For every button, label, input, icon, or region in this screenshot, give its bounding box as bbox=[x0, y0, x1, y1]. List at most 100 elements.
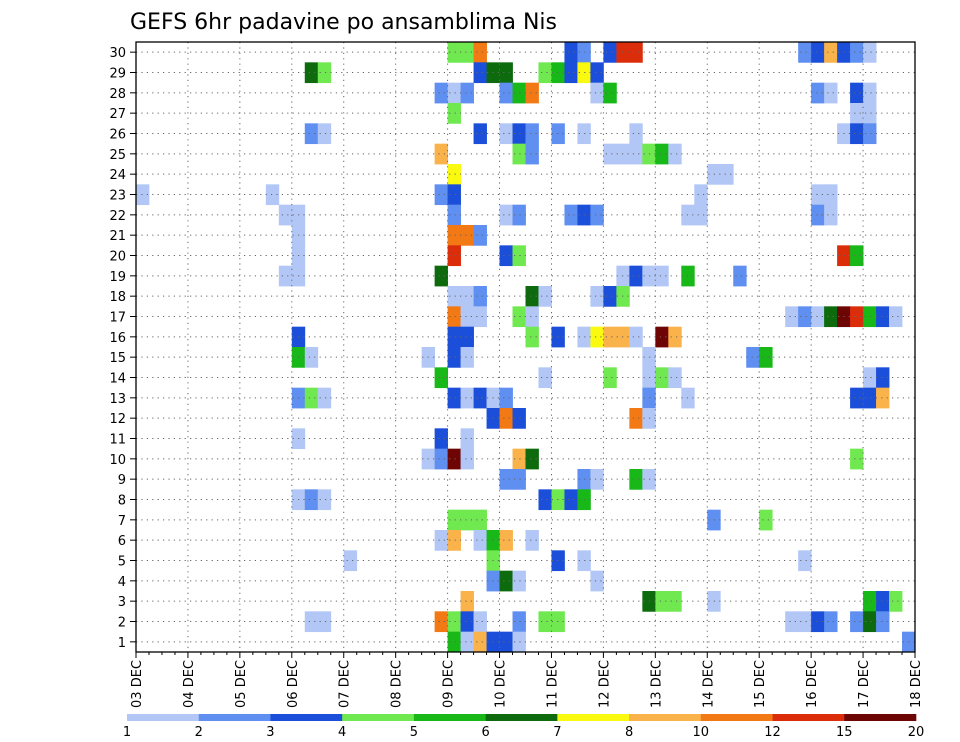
colorbar-label: 7 bbox=[553, 725, 561, 740]
cell-member-18-105 bbox=[538, 286, 552, 307]
cell-member-18-107 bbox=[603, 286, 617, 307]
cell-member-28-24 bbox=[434, 82, 448, 104]
cell-member-28-31 bbox=[603, 82, 617, 104]
cell-member-12-167 bbox=[512, 408, 526, 429]
colorbar-swatch bbox=[844, 714, 917, 721]
y-tick-label: 26 bbox=[109, 128, 126, 143]
y-tick-label: 13 bbox=[109, 392, 126, 407]
y-tick-label: 29 bbox=[109, 67, 126, 82]
y-tick-label: 16 bbox=[109, 331, 126, 346]
y-tick-label: 2 bbox=[118, 616, 126, 631]
cell-member-26-41 bbox=[473, 123, 487, 145]
cell-member-26-44 bbox=[525, 123, 539, 145]
y-tick-label: 28 bbox=[109, 87, 126, 102]
cell-member-3-220 bbox=[863, 591, 877, 612]
colorbar-label: 3 bbox=[266, 725, 274, 740]
cell-member-7-194 bbox=[447, 509, 461, 531]
cell-member-27-36 bbox=[447, 103, 461, 124]
cell-member-2-233 bbox=[798, 611, 812, 633]
cell-member-18-101 bbox=[447, 286, 461, 307]
cell-member-28-32 bbox=[811, 82, 825, 104]
cell-member-2-224 bbox=[317, 611, 332, 633]
cell-member-22-70 bbox=[278, 204, 293, 226]
chart-title: GEFS 6hr padavine po ansamblima Nis bbox=[130, 10, 557, 35]
cell-member-2-234 bbox=[811, 611, 825, 633]
cell-member-16-133 bbox=[655, 326, 669, 348]
cell-member-8-189 bbox=[317, 489, 332, 511]
cell-member-29-18 bbox=[499, 62, 513, 84]
cell-member-29-19 bbox=[538, 62, 552, 84]
colorbar-swatch bbox=[700, 714, 773, 721]
colorbar-label: 20 bbox=[908, 725, 925, 740]
x-tick-label: 17 DEC bbox=[857, 660, 872, 708]
cell-member-1-243 bbox=[499, 631, 513, 653]
cell-member-26-50 bbox=[863, 123, 877, 145]
cell-member-3-221 bbox=[876, 591, 890, 612]
cell-member-1-239 bbox=[447, 631, 461, 653]
cell-member-13-153 bbox=[304, 387, 319, 409]
cell-member-22-81 bbox=[824, 204, 838, 226]
cell-member-22-76 bbox=[577, 204, 591, 226]
cell-member-26-49 bbox=[850, 123, 864, 145]
cell-member-15-143 bbox=[759, 347, 773, 368]
cell-member-30-1 bbox=[460, 42, 474, 63]
cell-member-15-137 bbox=[304, 347, 319, 368]
cell-member-5-209 bbox=[798, 550, 812, 572]
cell-member-23-63 bbox=[136, 184, 150, 206]
cell-member-22-72 bbox=[447, 204, 461, 226]
cell-member-16-134 bbox=[668, 326, 682, 348]
colorbar-swatch bbox=[485, 714, 558, 721]
x-tick-label: 18 DEC bbox=[909, 660, 924, 708]
cell-member-9-183 bbox=[577, 469, 591, 490]
y-tick-label: 24 bbox=[109, 168, 126, 183]
cell-member-23-65 bbox=[434, 184, 448, 206]
heatmap-cells bbox=[136, 42, 916, 653]
cell-member-30-2 bbox=[473, 42, 487, 63]
x-axis-ticks: 03 DEC 04 DEC 05 DEC 06 DEC 07 DEC 08 DEC 09 D… bbox=[130, 652, 924, 708]
cell-member-13-162 bbox=[850, 387, 864, 409]
cell-member-26-40 bbox=[317, 123, 332, 145]
cell-member-17-119 bbox=[850, 306, 864, 328]
cell-member-22-77 bbox=[590, 204, 604, 226]
cell-member-23-69 bbox=[824, 184, 838, 206]
cell-member-12-166 bbox=[499, 408, 513, 429]
colorbar-swatch bbox=[557, 714, 630, 721]
cell-member-26-39 bbox=[304, 123, 319, 145]
colorbar-label: 8 bbox=[625, 725, 633, 740]
cell-member-19-98 bbox=[655, 265, 669, 287]
cell-member-29-14 bbox=[304, 62, 319, 84]
cell-member-15-139 bbox=[447, 347, 461, 368]
cell-member-18-106 bbox=[590, 286, 604, 307]
cell-member-17-122 bbox=[889, 306, 903, 328]
cell-member-30-8 bbox=[798, 42, 812, 63]
cell-member-25-52 bbox=[512, 143, 526, 165]
x-tick-label: 13 DEC bbox=[649, 660, 664, 708]
cell-member-30-5 bbox=[603, 42, 617, 63]
cell-member-25-54 bbox=[603, 143, 617, 165]
cell-member-22-75 bbox=[564, 204, 578, 226]
cell-member-17-113 bbox=[525, 306, 539, 328]
cell-member-17-112 bbox=[512, 306, 526, 328]
cell-member-28-34 bbox=[850, 82, 864, 104]
cell-member-9-182 bbox=[512, 469, 526, 490]
y-tick-label: 20 bbox=[109, 250, 126, 265]
cell-member-8-190 bbox=[538, 489, 552, 511]
cell-member-2-230 bbox=[538, 611, 552, 633]
cell-member-4-212 bbox=[499, 570, 513, 592]
cell-member-21-84 bbox=[460, 225, 474, 246]
cell-member-30-12 bbox=[850, 42, 864, 63]
cell-member-30-9 bbox=[811, 42, 825, 63]
x-tick-label: 12 DEC bbox=[597, 660, 612, 708]
y-tick-label: 30 bbox=[109, 46, 126, 61]
cell-member-27-38 bbox=[863, 103, 877, 124]
cell-member-16-130 bbox=[603, 326, 617, 348]
cell-member-2-226 bbox=[447, 611, 461, 633]
cell-member-10-175 bbox=[434, 448, 448, 470]
cell-member-28-25 bbox=[447, 82, 461, 104]
cell-member-19-92 bbox=[278, 265, 293, 287]
cell-member-23-64 bbox=[265, 184, 280, 206]
cell-member-30-7 bbox=[629, 42, 643, 63]
cell-member-28-28 bbox=[512, 82, 526, 104]
y-tick-label: 5 bbox=[118, 555, 126, 570]
